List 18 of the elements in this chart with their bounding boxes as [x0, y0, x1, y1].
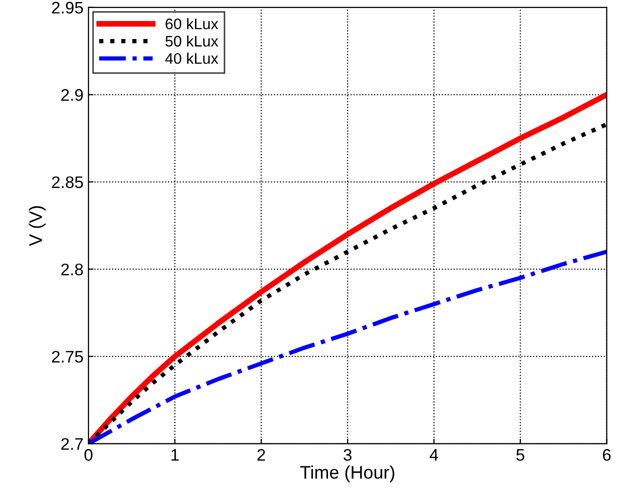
y-tick-label: 2.9 — [61, 89, 83, 101]
y-tick-label: 2.75 — [52, 350, 83, 363]
x-tick-label: 4 — [430, 449, 438, 461]
y-tick-label: 2.7 — [61, 438, 83, 450]
x-tick-label: 0 — [84, 449, 92, 461]
legend-label: 40 kLux — [165, 52, 218, 64]
x-tick-label: 1 — [171, 449, 179, 461]
y-tick-label: 2.85 — [52, 176, 83, 188]
legend-label: 60 kLux — [166, 18, 218, 30]
x-tick-label: 5 — [516, 449, 524, 461]
legend-label: 50 kLux — [165, 35, 218, 47]
y-tick-label: 2.95 — [52, 2, 83, 14]
y-axis-title: V (V) — [28, 206, 46, 246]
x-tick-label: 2 — [257, 449, 266, 461]
x-axis-title: Time (Hour) — [300, 465, 394, 482]
x-tick-label: 6 — [602, 449, 611, 461]
y-tick-label: 2.8 — [61, 264, 83, 276]
x-tick-label: 3 — [344, 449, 352, 461]
